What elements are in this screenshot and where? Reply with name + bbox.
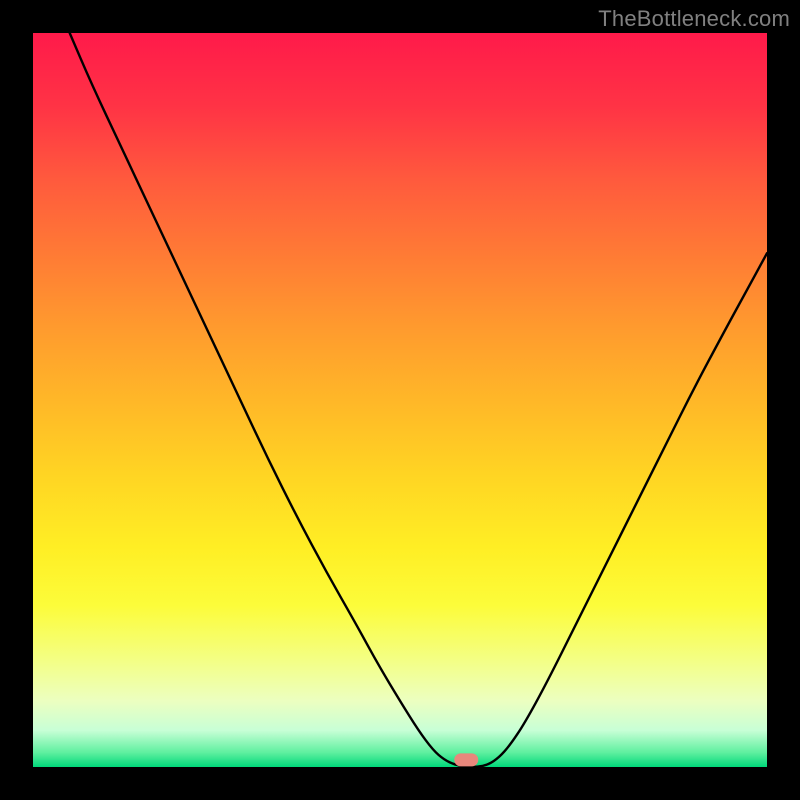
- bottleneck-curve: [70, 33, 767, 767]
- plot-area: [33, 33, 767, 767]
- optimal-marker: [454, 753, 477, 766]
- watermark-text: TheBottleneck.com: [598, 6, 790, 32]
- curve-svg: [33, 33, 767, 767]
